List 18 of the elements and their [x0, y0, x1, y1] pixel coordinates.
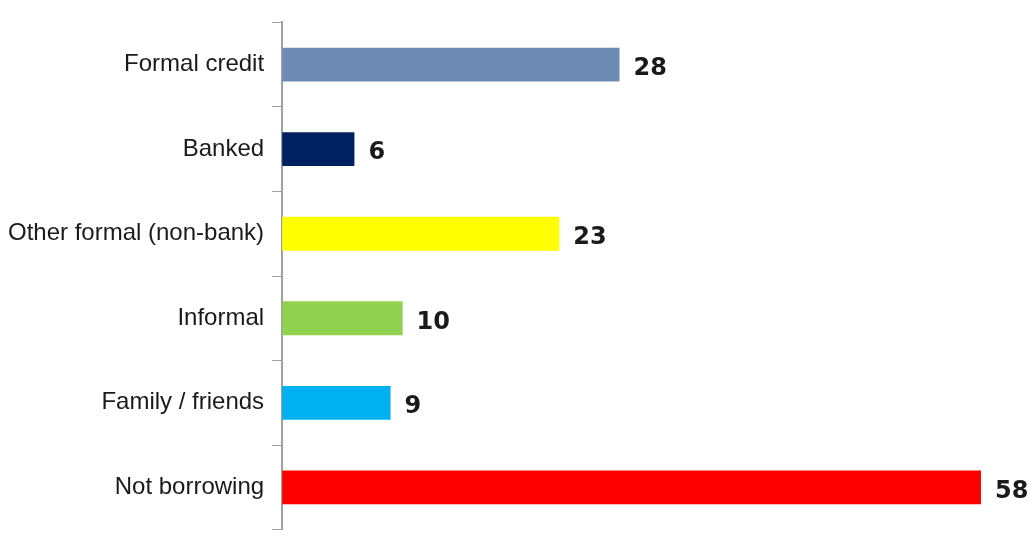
- y-tick-label: Not borrowing: [114, 471, 265, 499]
- y-tick-label: Family / friends: [101, 387, 265, 415]
- bar: [282, 301, 403, 336]
- data-label: 9: [404, 391, 422, 420]
- y-tick-label: Informal: [177, 302, 265, 330]
- bar: [282, 47, 620, 82]
- bar: [282, 385, 391, 420]
- bar: [282, 470, 981, 505]
- bar: [282, 216, 560, 251]
- bar: [282, 132, 355, 167]
- y-tick-label: Other formal (non-bank): [7, 218, 265, 246]
- data-label: 23: [573, 221, 607, 250]
- data-label: 58: [995, 475, 1029, 504]
- y-tick-label: Banked: [182, 133, 265, 161]
- data-label: 6: [368, 137, 386, 166]
- data-label: 28: [633, 52, 667, 81]
- y-tick-label: Formal credit: [124, 49, 265, 77]
- data-label: 10: [416, 306, 451, 335]
